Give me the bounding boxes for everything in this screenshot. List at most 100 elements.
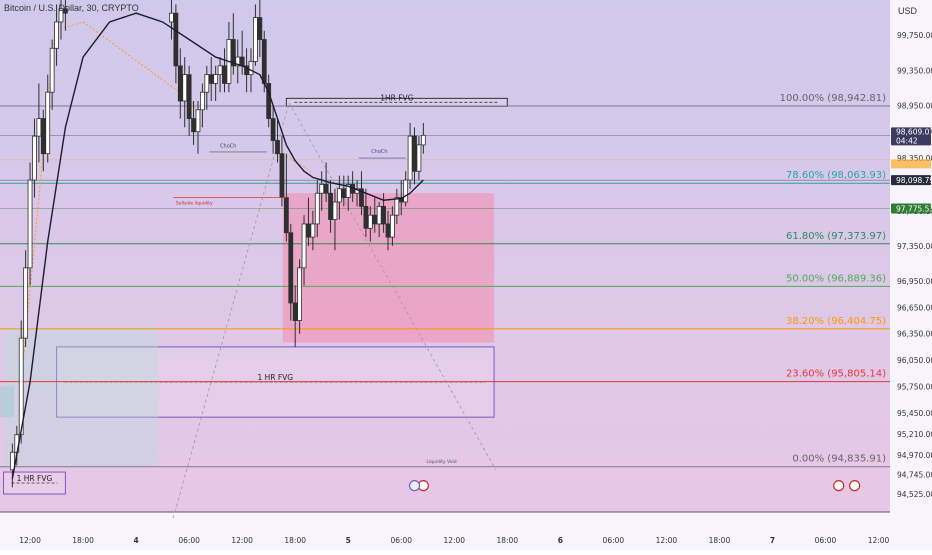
y-tick-label: 98,950.00: [897, 101, 932, 110]
candle-body: [385, 223, 391, 238]
fib-label: 50.00% (96,889.36): [786, 273, 886, 284]
retracement-shade: [3, 327, 159, 466]
candle-body: [292, 302, 298, 321]
x-tick-label: 12:00: [231, 536, 253, 545]
candle: [270, 105, 276, 154]
candle-body: [213, 74, 219, 84]
candle-body: [222, 65, 227, 84]
candle-body: [261, 39, 267, 84]
candle: [195, 100, 201, 154]
candle-body: [169, 12, 174, 23]
hidden-badge: [891, 159, 931, 169]
candle: [385, 210, 391, 251]
candle-body: [381, 205, 386, 225]
y-tick-label: 94,970.00: [897, 451, 932, 460]
candle: [27, 162, 33, 286]
candle-body: [359, 188, 364, 207]
y-tick-label: 97,350.00: [897, 242, 932, 251]
x-tick-label: 06:00: [815, 536, 837, 545]
candle: [45, 74, 51, 163]
candle: [32, 118, 37, 198]
candle-body: [36, 118, 42, 137]
candle-body: [239, 56, 245, 67]
candle: [230, 13, 236, 75]
x-tick-label: 06:00: [603, 536, 625, 545]
candle-body: [279, 153, 285, 198]
projection-line: [288, 102, 497, 471]
liquidity-void-label: Liquidity Void: [426, 459, 456, 465]
candle: [306, 197, 311, 246]
candle-body: [372, 214, 378, 225]
candle-body: [341, 188, 347, 198]
candle: [363, 188, 369, 238]
candle: [253, 4, 258, 66]
candle-body: [336, 188, 342, 203]
candles-layer: [9, 0, 426, 488]
candle-body: [398, 197, 404, 203]
sellside-label: Sellside liquidity: [176, 201, 213, 207]
candle: [200, 83, 205, 128]
candle-body: [367, 214, 373, 229]
candle-body: [23, 267, 29, 339]
axes-layer: 99,750.0099,350.0098,950.0098,650.0098,3…: [19, 31, 932, 545]
candle: [394, 188, 400, 224]
candle: [235, 39, 241, 84]
price-badge-bg: [891, 203, 931, 214]
candle-body: [270, 118, 276, 141]
fibonacci-layer: 100.00% (98,942.81) 78.60% (98,063.93) 61.…: [0, 21, 890, 519]
candle: [244, 48, 249, 93]
candle-body: [319, 184, 325, 194]
moving-average-layer: [11, 12, 424, 479]
candle: [182, 57, 188, 128]
candle: [345, 175, 351, 211]
x-tick-label: 4: [133, 536, 138, 545]
x-tick-label: 06:00: [390, 536, 412, 545]
y-tick-label: 98,350.00: [897, 154, 932, 163]
candle: [390, 206, 395, 246]
y-tick-label: 96,350.00: [897, 330, 932, 339]
y-tick-label: 99,350.00: [897, 66, 932, 75]
candle-body: [58, 8, 64, 23]
chart-title: Bitcoin / U.S. Dollar, 30, CRYPTO: [4, 3, 139, 13]
fvg-label: 1 HR FVG: [17, 474, 53, 483]
candle: [301, 215, 307, 286]
candle-body: [49, 47, 55, 93]
candle: [314, 180, 320, 238]
candle: [222, 48, 227, 93]
candle-body: [244, 65, 249, 76]
x-tick-label: 12:00: [868, 536, 890, 545]
candle: [341, 175, 347, 207]
candle: [376, 201, 382, 238]
candle: [398, 180, 404, 216]
candle-body: [177, 65, 183, 102]
candle: [40, 109, 46, 172]
candle: [257, 0, 263, 58]
candle-body: [63, 8, 68, 14]
candle: [23, 250, 29, 347]
currency-label: USD: [898, 6, 918, 16]
fib-label: 61.80% (97,373.97): [786, 231, 886, 242]
candle-body: [283, 197, 289, 234]
candle: [416, 136, 422, 181]
candle: [319, 171, 325, 211]
candle-body: [412, 135, 417, 172]
candle-body: [208, 74, 214, 84]
candle-body: [390, 214, 395, 238]
candle-body: [257, 17, 263, 40]
candle: [372, 197, 378, 233]
x-tick-label: 12:00: [19, 536, 41, 545]
zones-layer: 1HR FVG 1 HR FVG 1 HR FVG Liquidity Void: [0, 93, 508, 495]
candle-body: [314, 192, 320, 225]
x-tick-label: 06:00: [178, 536, 200, 545]
candle: [266, 74, 272, 128]
choch-label: ChoCh: [220, 144, 236, 150]
fib-label: 23.60% (95,805.14): [786, 369, 886, 380]
x-tick-label: 18:00: [496, 536, 518, 545]
candle-body: [328, 192, 333, 220]
y-tick-label: 95,750.00: [897, 382, 932, 391]
fib-label: 78.60% (98,063.93): [786, 170, 886, 181]
candle: [332, 188, 338, 251]
